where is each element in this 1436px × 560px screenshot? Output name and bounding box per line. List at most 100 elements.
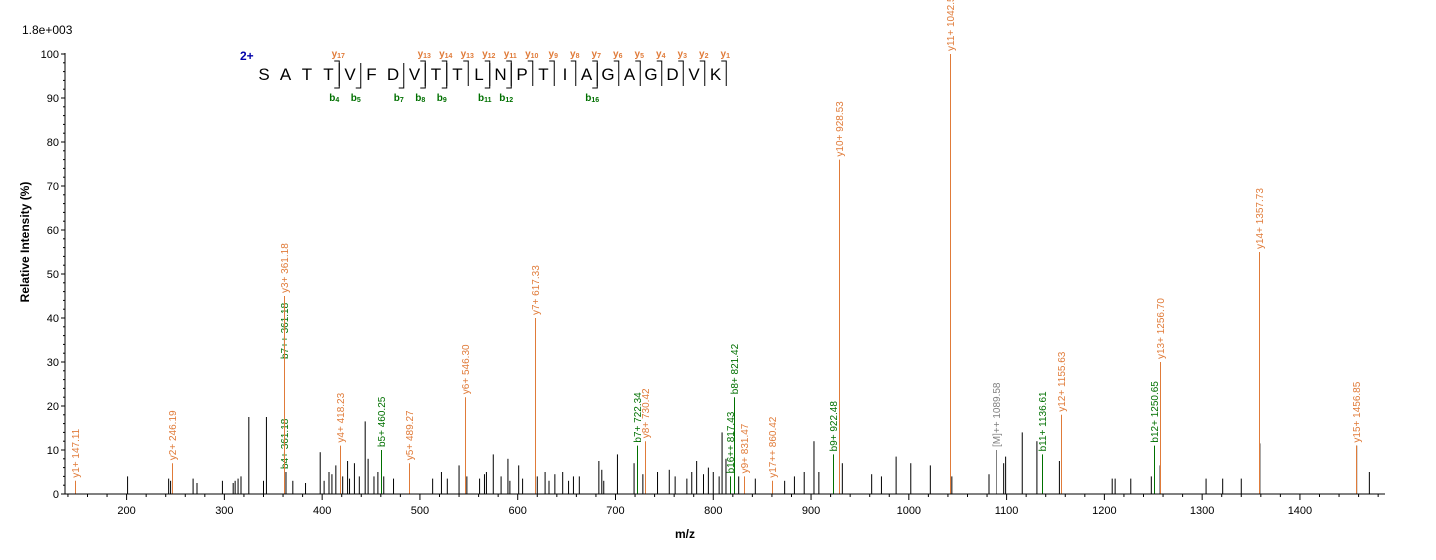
y-fragment-label: y7 — [592, 49, 602, 60]
peak-label: y7+ 617.33 — [531, 265, 542, 315]
b-fragment-bracket — [334, 63, 340, 89]
b-fragment-bracket — [441, 63, 448, 89]
x-tick-label: 200 — [117, 505, 135, 517]
b-fragment-label: b4 — [329, 93, 339, 104]
peak-label: y3+ 361.18 — [280, 243, 291, 293]
residue: P — [516, 65, 527, 84]
peak-label: y6+ 546.30 — [461, 344, 472, 394]
x-tick-label: 1300 — [1190, 505, 1214, 517]
y-fragment-bracket — [699, 60, 706, 86]
x-tick-label: 300 — [215, 505, 233, 517]
residue: A — [280, 65, 292, 84]
y-fragment-label: y1 — [721, 49, 731, 60]
peak-label: b8+ 821.42 — [730, 343, 741, 394]
b-fragment-bracket — [355, 63, 362, 89]
y-fragment-label: y14 — [439, 49, 452, 60]
peak-label: b12+ 1250.65 — [1150, 381, 1161, 443]
peak-label: b7++ 361.18 — [280, 302, 291, 359]
y-tick-label: 10 — [47, 445, 59, 457]
peak-label: y14+ 1357.73 — [1255, 188, 1266, 249]
y-fragment-bracket — [570, 60, 577, 86]
y-tick-label: 90 — [47, 93, 59, 105]
residue: T — [323, 65, 333, 84]
b-fragment-label: b7 — [394, 93, 404, 104]
b-fragment-bracket — [484, 63, 491, 89]
peak-label: b5+ 460.25 — [377, 396, 388, 447]
intensity-scale-label: 1.8e+003 — [22, 23, 73, 37]
axes-layer: 0 10 20 30 40 50 60 70 80 90 100 200 300 400 500 600 700… — [41, 49, 1385, 517]
y-fragment-label: y6 — [613, 49, 623, 60]
residue: G — [644, 65, 657, 84]
y-axis-title: Relative Intensity (%) — [18, 182, 32, 303]
b-fragment-label: b9 — [437, 93, 447, 104]
peak-label: y17++ 860.42 — [768, 416, 779, 478]
y-tick-label: 100 — [41, 49, 59, 61]
peak-label: y10+ 928.53 — [835, 101, 846, 157]
y-fragment-label: y2 — [699, 49, 709, 60]
x-tick-label: 1100 — [995, 505, 1019, 517]
peak-label: y9+ 831.47 — [740, 423, 751, 473]
y-fragment-label: y12 — [482, 49, 495, 60]
y-fragment-label: y3 — [678, 49, 688, 60]
residue: A — [581, 65, 593, 84]
residue: I — [563, 65, 568, 84]
y-tick-label: 60 — [47, 225, 59, 237]
b-fragment-bracket — [420, 63, 426, 89]
b-fragment-label: b11 — [478, 93, 492, 104]
y-fragment-label: y10 — [525, 49, 538, 60]
x-tick-label: 1400 — [1288, 505, 1312, 517]
y-fragment-label: y13 — [461, 49, 474, 60]
residue: V — [409, 65, 421, 84]
y-tick-label: 50 — [47, 269, 59, 281]
peak-label: y13+ 1256.70 — [1156, 298, 1167, 359]
peak-label: b4+ 361.18 — [280, 418, 291, 469]
peak-label: y8+ 730.42 — [641, 388, 652, 438]
peak-label: y5+ 489.27 — [405, 410, 416, 460]
residue: V — [688, 65, 700, 84]
peak-label: y12+ 1155.63 — [1057, 351, 1068, 412]
y-fragment-label: y9 — [549, 49, 559, 60]
y-fragment-label: y5 — [635, 49, 645, 60]
y-fragment-bracket — [506, 60, 512, 86]
b-fragment-bracket — [592, 63, 598, 89]
y-tick-label: 20 — [47, 401, 59, 413]
residue: G — [601, 65, 614, 84]
residue: K — [710, 65, 722, 84]
peak-label: [M]++ 1089.58 — [992, 382, 1003, 447]
residue: D — [387, 65, 399, 84]
b-fragment-label: b8 — [415, 93, 425, 104]
y-fragment-label: y4 — [656, 49, 666, 60]
peak-label: b16++ 817.43 — [726, 411, 737, 473]
residue: N — [494, 65, 506, 84]
residue: F — [366, 65, 376, 84]
b-fragment-bracket — [398, 63, 405, 89]
peak-label: b11+ 1136.61 — [1038, 391, 1049, 451]
y-tick-label: 80 — [47, 137, 59, 149]
x-axis-title: m/z — [675, 527, 695, 541]
y-fragment-bracket — [527, 60, 534, 86]
peak-label: y11+ 1042.58 — [946, 0, 957, 51]
residue: D — [666, 65, 678, 84]
y-tick-label: 0 — [53, 489, 59, 501]
x-tick-label: 400 — [313, 505, 331, 517]
y-fragment-bracket — [334, 60, 340, 86]
residue: L — [474, 65, 483, 84]
x-tick-label: 1000 — [897, 505, 921, 517]
x-tick-label: 600 — [509, 505, 527, 517]
peak-label: y2+ 246.19 — [168, 410, 179, 460]
x-tick-label: 800 — [704, 505, 722, 517]
y-fragment-bracket — [484, 60, 491, 86]
peaks-layer: y1+ 147.11 y2+ 246.19 b4+ 361.18 b7++ 361.1… — [71, 0, 1370, 494]
y-fragment-bracket — [678, 60, 684, 86]
residue: A — [624, 65, 636, 84]
y-tick-label: 70 — [47, 181, 59, 193]
b-fragment-label: b5 — [351, 93, 361, 104]
peak-label: y15+ 1456.85 — [1352, 381, 1363, 442]
y-fragment-label: y13 — [418, 49, 431, 60]
peak-label: b9+ 922.48 — [829, 401, 840, 452]
y-fragment-bracket — [635, 60, 641, 86]
b-fragment-bracket — [506, 63, 512, 89]
